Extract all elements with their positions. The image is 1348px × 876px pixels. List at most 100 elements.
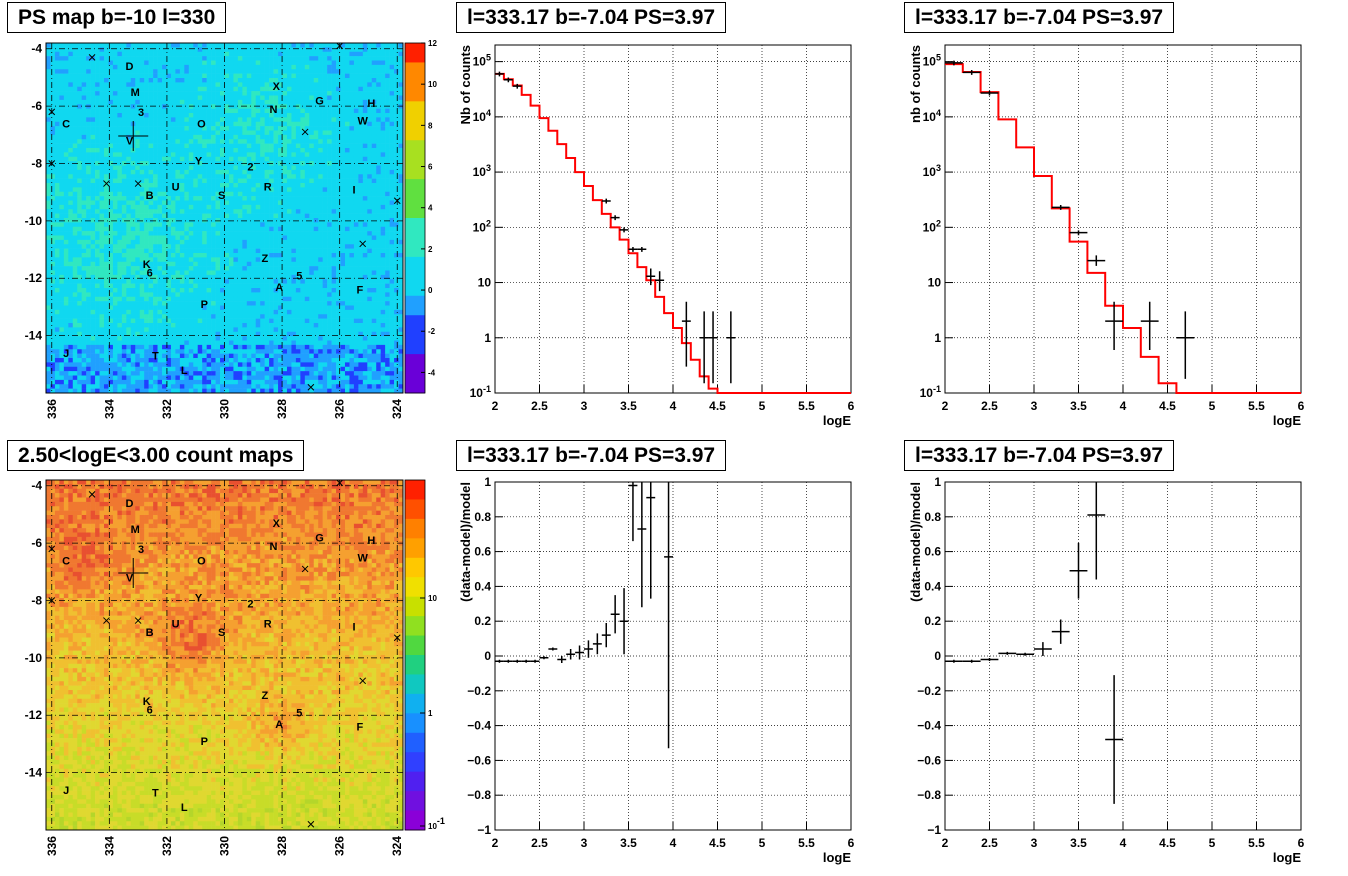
colorbar-cell — [405, 256, 425, 277]
source-label: Y — [195, 593, 203, 605]
x-tick-label: 326 — [333, 399, 347, 419]
colorbar-cell — [405, 315, 425, 336]
source-label: H — [367, 98, 375, 110]
source-label: 2 — [247, 598, 253, 610]
colorbar-cell — [405, 674, 425, 695]
source-label: V — [126, 573, 134, 585]
residual-point — [664, 482, 673, 749]
y-tick-label: 0.8 — [924, 510, 941, 524]
data-point — [681, 301, 691, 367]
source-label: L — [181, 365, 188, 377]
colorbar-cell — [405, 577, 425, 598]
source-label: C — [62, 118, 70, 130]
ps-map-chart[interactable]: 336 334 332 330 328 326 324 -4 -6 -8 -10 -12 -14 D M 3 C… — [0, 35, 448, 435]
residual-point — [637, 482, 647, 608]
count-map-chart[interactable]: 336 334 332 330 328 326 324 -4 -6 -8 -10 -12 -14 D M 3 C… — [0, 472, 448, 876]
count-map-title: 2.50<logE<3.00 count maps — [7, 440, 305, 471]
x-tick-label: 5 — [1209, 399, 1216, 413]
x-tick-label: 336 — [45, 399, 59, 419]
colorbar-tick-label: 0 — [428, 286, 433, 295]
source-label: L — [181, 802, 188, 814]
y-tick-label: -4 — [31, 42, 42, 56]
y-tick-label: 0.6 — [924, 545, 941, 559]
y-tick-label: 10-1 — [920, 384, 941, 400]
y-tick-label: -6 — [31, 99, 42, 113]
residual-point — [566, 649, 576, 660]
source-label: H — [367, 535, 375, 547]
x-tick-label: 324 — [390, 399, 404, 419]
colorbar — [405, 43, 425, 394]
y-tick-label: 0.4 — [924, 579, 941, 593]
source-label: K — [143, 696, 151, 708]
source-label: P — [201, 736, 208, 748]
x-tick-label: 5.5 — [1248, 399, 1265, 413]
x-tick-label: 328 — [275, 399, 289, 419]
data-point — [655, 271, 665, 292]
residual-right-chart[interactable]: 2 2.5 3 3.5 4 4.5 5 5.5 6 −1 −0.8 −0.6 −0.4 −0.2 0 0.2 0… — [898, 472, 1348, 876]
source-label: M — [131, 87, 140, 99]
residual-point — [1087, 482, 1106, 580]
x-tick-label: 330 — [218, 399, 232, 419]
x-tick-label: 5.5 — [798, 836, 815, 850]
data-point — [945, 60, 963, 66]
y-axis-title: (data-model)/model — [458, 482, 473, 602]
spectrum-right-chart[interactable]: 2 2.5 3 3.5 4 4.5 5 5.5 6 10-1 1 10 102 103 104 105 logE… — [898, 35, 1348, 435]
source-label: O — [197, 555, 206, 567]
y-tick-label: 0.8 — [474, 510, 491, 524]
colorbar-cell — [405, 771, 425, 792]
data-point — [1051, 205, 1070, 210]
y-tick-label: 0.2 — [924, 614, 941, 628]
residual-point — [575, 645, 584, 660]
colorbar-cell — [405, 373, 425, 394]
residual-point — [1034, 642, 1052, 656]
y-tick-label: -6 — [31, 536, 42, 550]
residual-point — [601, 622, 611, 648]
spectrum-left-title: l=333.17 b=-7.04 PS=3.97 — [456, 2, 727, 33]
source-label: O — [197, 118, 206, 130]
spectrum-left-chart[interactable]: 2 2.5 3 3.5 4 4.5 5 5.5 6 10-1 1 10 102 103 104 105 logE… — [448, 35, 898, 435]
residual-left-chart[interactable]: 2 2.5 3 3.5 4 4.5 5 5.5 6 −1 −0.8 −0.6 −0.4 −0.2 0 0.2 0… — [448, 472, 898, 876]
source-label: 6 — [147, 268, 153, 280]
colorbar-frame — [404, 479, 426, 831]
source-cross-marker — [88, 490, 96, 498]
source-label: D — [126, 498, 134, 510]
x-tick-label: 330 — [218, 836, 232, 856]
colorbar-cell — [405, 276, 425, 297]
source-cross-marker — [359, 240, 367, 248]
x-tick-label: 4 — [670, 836, 677, 850]
x-tick-label: 334 — [102, 399, 116, 419]
x-tick-label: 3 — [581, 836, 588, 850]
residual-point — [980, 657, 999, 661]
y-tick-label: 105 — [473, 53, 491, 69]
y-tick-label: 0 — [484, 649, 491, 663]
source-cross-marker — [103, 617, 110, 624]
colorbar-cell — [405, 140, 425, 161]
data-point — [962, 70, 981, 75]
ps-map-pixels — [46, 43, 404, 394]
source-label: I — [353, 621, 356, 633]
colorbar-tick-label: -2 — [428, 327, 436, 336]
residual-point — [530, 659, 540, 663]
source-label: C — [62, 555, 70, 567]
residual-point — [512, 659, 522, 663]
x-tick-label: 4.5 — [1159, 836, 1176, 850]
source-label: P — [201, 299, 208, 311]
source-cross-marker — [48, 108, 56, 116]
x-tick-label: 336 — [45, 836, 59, 856]
x-tick-label: 326 — [333, 836, 347, 856]
source-label: U — [172, 618, 180, 630]
source-cross-marker — [88, 53, 96, 61]
colorbar-cell — [405, 295, 425, 316]
source-label: U — [172, 181, 180, 193]
y-tick-label: −0.8 — [917, 788, 941, 802]
data-point — [619, 227, 629, 233]
colorbar-cell — [405, 354, 425, 375]
x-tick-label: 3.5 — [1070, 836, 1087, 850]
colorbar-cell — [405, 635, 425, 656]
source-cross-marker — [301, 565, 309, 573]
target-cross-marker — [118, 557, 149, 588]
colorbar-cell — [405, 218, 425, 238]
source-label: W — [357, 552, 368, 564]
data-point — [512, 83, 522, 89]
x-tick-label: 334 — [102, 836, 116, 856]
